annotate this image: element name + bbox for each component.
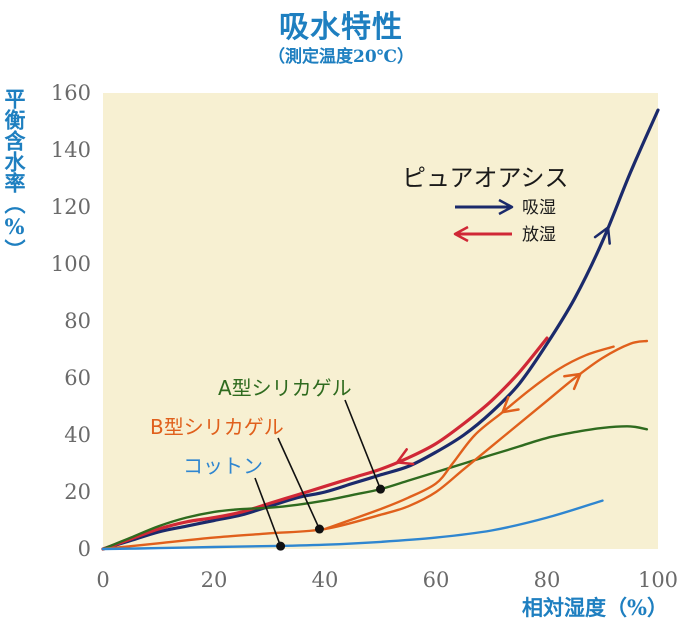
legend-item-label: 吸湿 [522, 198, 556, 218]
x-tick-label: 80 [534, 568, 561, 592]
b-silica-gel-desorption-line [323, 345, 615, 531]
y-tick-label: 80 [64, 309, 91, 333]
y-tick-label: 20 [64, 480, 91, 504]
y-tick-label: 160 [51, 81, 91, 105]
legend-arrow-icon [498, 198, 514, 216]
legend-item-label: 放湿 [522, 225, 556, 245]
legend-arrow-icon [453, 225, 469, 243]
b-desorption-arrow-icon [501, 395, 520, 414]
absorption-arrow-icon [593, 226, 611, 245]
y-tick-label: 140 [51, 138, 91, 162]
annotation-leader-line [254, 477, 282, 547]
x-tick-label: 20 [201, 568, 228, 592]
x-tick-label: 0 [96, 568, 109, 592]
pure-oasis-desorption-line [101, 336, 549, 551]
y-tick-label: 60 [64, 366, 91, 390]
pure-oasis-absorption-line [101, 108, 660, 551]
plot-area [103, 93, 658, 549]
series-annotation-label: A型シリカゲル [218, 376, 352, 400]
series-annotation-label: B型シリカゲル [150, 415, 284, 439]
y-axis-label: 平衡含水率（%） [2, 88, 27, 260]
chart-subtitle: （測定温度20℃） [267, 47, 415, 67]
annotation-dot [376, 484, 385, 494]
x-tick-label: 60 [423, 568, 450, 592]
y-tick-label: 100 [51, 252, 91, 276]
y-tick-label: 0 [78, 537, 91, 561]
legend-title: ピュアオアシス [402, 164, 569, 192]
x-tick-label: 100 [638, 568, 678, 592]
cotton-line [101, 499, 604, 551]
chart-title: 吸水特性 [279, 10, 403, 45]
axes: 0 20 40 60 80 100 120 140 160 0 20 40 60 80 100 [51, 81, 678, 592]
x-axis-label: 相対湿度（%） [522, 595, 668, 620]
annotation-leader-line [277, 437, 321, 530]
x-tick-label: 40 [312, 568, 339, 592]
annotation-leader-line [344, 399, 382, 490]
y-tick-label: 120 [51, 195, 91, 219]
b-absorption-arrow-icon [563, 372, 582, 391]
b-silica-gel-absorption-line [101, 339, 649, 551]
desorption-arrow-icon [395, 448, 415, 466]
series-annotation-label: コットン [183, 454, 263, 478]
annotation-dot [276, 541, 286, 551]
annotation-dot [314, 524, 324, 534]
y-tick-label: 40 [64, 423, 91, 447]
